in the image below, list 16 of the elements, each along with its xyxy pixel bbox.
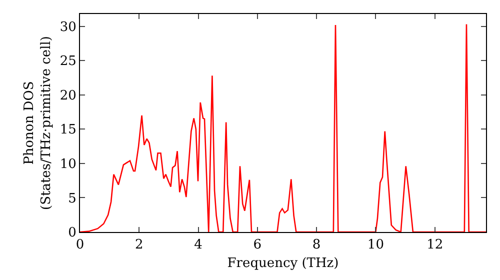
y-tick-label: 10 <box>60 157 76 172</box>
y-axis-title: Phonon DOS (States/THz·primitive cell) <box>22 36 54 210</box>
x-tick-label: 12 <box>426 238 444 253</box>
x-tick-label: 4 <box>194 238 202 253</box>
y-tick-label: 15 <box>60 122 76 138</box>
y-tick-label: 20 <box>60 88 76 104</box>
x-tick-label: 6 <box>253 238 262 253</box>
x-tick-label: 2 <box>135 238 144 253</box>
x-tick-label: 8 <box>312 238 321 253</box>
y-tick-label: 30 <box>60 20 76 35</box>
y-tick-label: 0 <box>68 226 76 241</box>
line-series <box>80 24 486 232</box>
y-tick-label: 5 <box>68 191 76 206</box>
x-tick-label: 10 <box>367 238 384 253</box>
x-axis-title: Frequency (THz) <box>227 256 339 272</box>
y-tick-label: 25 <box>60 54 76 70</box>
